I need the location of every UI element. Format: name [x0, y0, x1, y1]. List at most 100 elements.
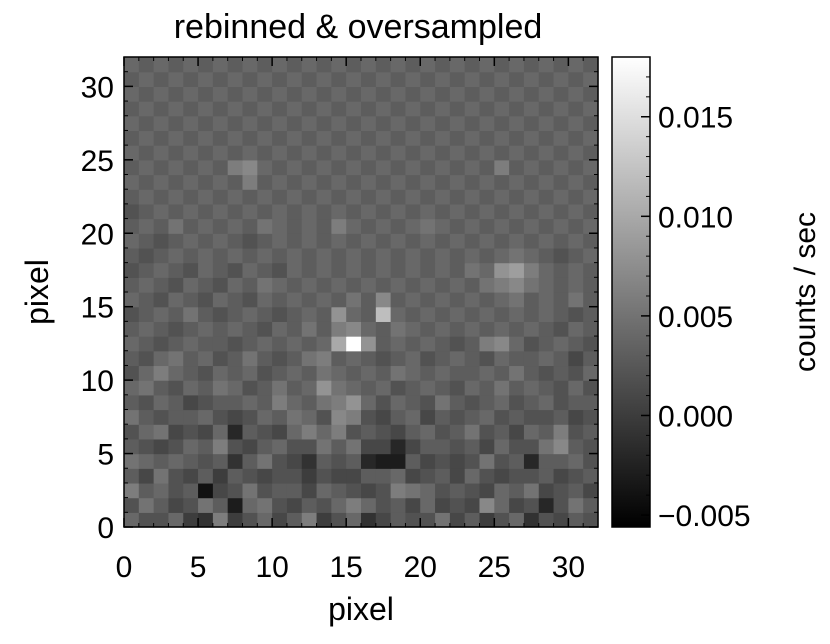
heatmap-cell — [479, 497, 495, 513]
heatmap-cell — [183, 350, 199, 367]
y-tick-label: 5 — [97, 439, 114, 472]
heatmap-cell — [346, 482, 362, 499]
heatmap-cell — [479, 453, 495, 469]
heatmap-cell — [168, 394, 184, 411]
heatmap-cell — [375, 145, 392, 161]
heatmap-cell — [375, 438, 392, 455]
heatmap-cell — [538, 453, 555, 469]
heatmap-cell — [168, 512, 184, 528]
heatmap-cell — [420, 512, 436, 528]
heatmap-cell — [257, 306, 273, 322]
heatmap-cell — [227, 71, 244, 87]
heatmap-cell — [183, 306, 199, 322]
heatmap-cell — [331, 292, 347, 308]
heatmap-cell — [272, 86, 288, 102]
heatmap-cell — [435, 306, 451, 322]
heatmap-cell — [390, 350, 407, 367]
heatmap-cell — [198, 218, 214, 234]
heatmap-cell — [257, 189, 273, 205]
heatmap-cell — [301, 482, 318, 499]
heatmap-cell — [538, 365, 555, 381]
heatmap-cell — [198, 292, 214, 308]
heatmap-cell — [301, 306, 318, 322]
heatmap-cell — [168, 247, 184, 264]
heatmap-cell — [523, 189, 540, 205]
heatmap-cell — [212, 350, 229, 367]
heatmap-cell — [553, 292, 569, 308]
heatmap-cell — [538, 394, 555, 411]
heatmap-cell — [227, 57, 244, 73]
heatmap-cell — [198, 57, 214, 73]
heatmap-cell — [286, 321, 303, 337]
heatmap-cell — [583, 57, 599, 73]
heatmap-cell — [568, 218, 584, 234]
heatmap-cell — [168, 482, 184, 499]
heatmap-cell — [538, 306, 555, 322]
heatmap-cell — [449, 380, 466, 396]
heatmap-cell — [583, 482, 599, 499]
heatmap-cell — [553, 262, 569, 278]
heatmap-cell — [301, 380, 318, 396]
heatmap-cell — [227, 292, 244, 308]
heatmap-cell — [405, 292, 421, 308]
heatmap-cell — [449, 115, 466, 132]
heatmap-cell — [420, 86, 436, 102]
heatmap-cell — [583, 101, 599, 117]
heatmap-cell — [316, 174, 332, 190]
heatmap-cell — [124, 174, 140, 190]
heatmap-cell — [375, 130, 392, 146]
heatmap-cell — [198, 424, 214, 440]
heatmap-cell — [227, 394, 244, 411]
heatmap-cell — [568, 159, 584, 176]
heatmap-cell — [227, 130, 244, 146]
heatmap-cell — [361, 262, 377, 278]
heatmap-cell — [405, 438, 421, 455]
heatmap-cell — [138, 233, 155, 249]
heatmap-cell — [212, 321, 229, 337]
heatmap-cell — [286, 71, 303, 87]
heatmap-cell — [168, 57, 184, 73]
heatmap-cell — [301, 468, 318, 484]
heatmap-cell — [212, 336, 229, 352]
heatmap-cell — [568, 380, 584, 396]
heatmap-cell — [523, 512, 540, 528]
heatmap-cell — [153, 512, 170, 528]
heatmap-cell — [124, 203, 140, 220]
heatmap-cell — [479, 71, 495, 87]
heatmap-cell — [509, 262, 525, 278]
heatmap-cell — [553, 394, 569, 411]
heatmap-cell — [405, 145, 421, 161]
heatmap-cells — [124, 57, 599, 528]
heatmap-cell — [346, 497, 362, 513]
heatmap-cell — [435, 189, 451, 205]
heatmap-cell — [523, 86, 540, 102]
heatmap-cell — [449, 394, 466, 411]
heatmap-cell — [301, 86, 318, 102]
heatmap-cell — [286, 174, 303, 190]
heatmap-cell — [138, 159, 155, 176]
heatmap-cell — [449, 203, 466, 220]
heatmap-cell — [138, 218, 155, 234]
heatmap-cell — [301, 409, 318, 425]
heatmap-cell — [198, 159, 214, 176]
heatmap-cell — [346, 57, 362, 73]
heatmap-cell — [583, 336, 599, 352]
heatmap-cell — [198, 380, 214, 396]
heatmap-cell — [553, 438, 569, 455]
y-tick-label: 10 — [81, 365, 114, 398]
heatmap-cell — [509, 497, 525, 513]
heatmap-cell — [286, 424, 303, 440]
heatmap-cell — [198, 233, 214, 249]
heatmap-cell — [361, 380, 377, 396]
x-axis-label: pixel — [328, 591, 394, 627]
heatmap-cell — [316, 247, 332, 264]
heatmap-cell — [124, 247, 140, 264]
heatmap-cell — [183, 203, 199, 220]
heatmap-cell — [124, 292, 140, 308]
heatmap-cell — [375, 218, 392, 234]
heatmap-cell — [449, 247, 466, 264]
heatmap-cell — [494, 336, 510, 352]
heatmap-cell — [494, 159, 510, 176]
heatmap-cell — [331, 497, 347, 513]
heatmap-cell — [405, 497, 421, 513]
